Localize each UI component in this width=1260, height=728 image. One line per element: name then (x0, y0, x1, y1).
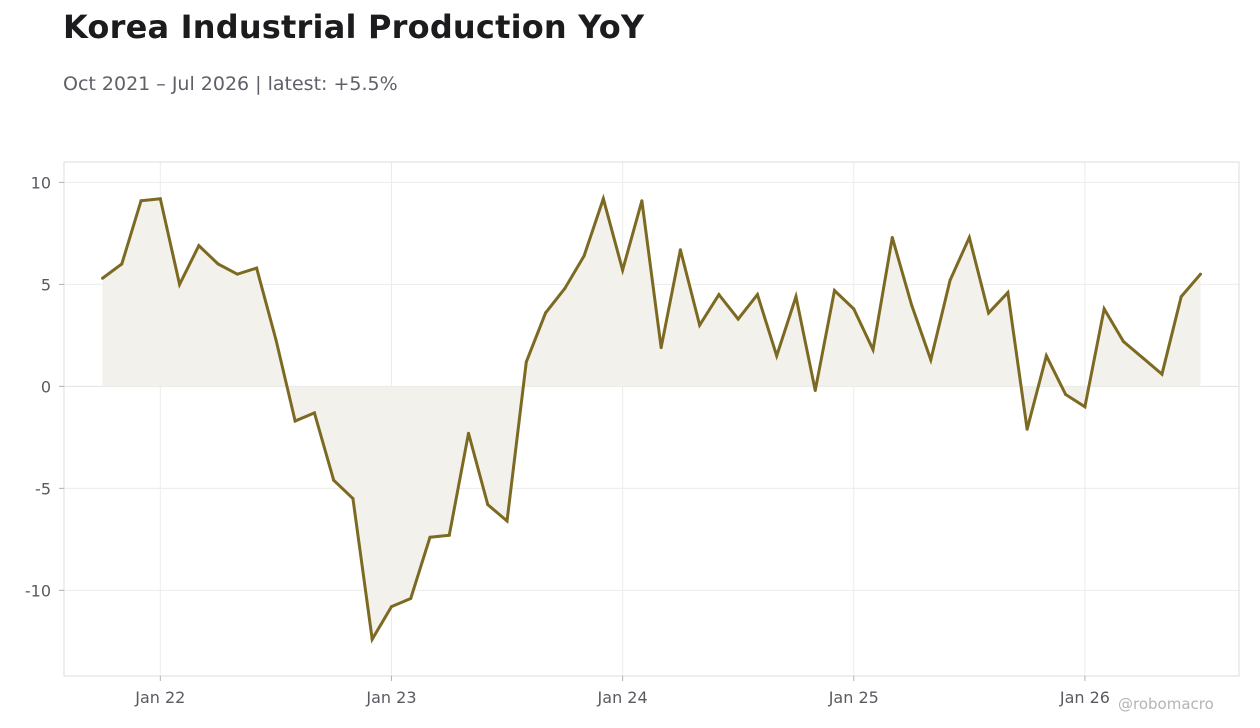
data-point (1121, 339, 1125, 343)
x-tick-label: Jan 25 (828, 688, 879, 707)
data-point (332, 478, 336, 482)
data-point (312, 411, 316, 415)
data-point (987, 311, 991, 315)
data-point (139, 199, 143, 203)
data-point (197, 244, 201, 248)
data-point (1160, 372, 1164, 376)
data-point (1064, 393, 1068, 397)
data-point (775, 354, 779, 358)
data-point (524, 360, 528, 364)
data-point (852, 307, 856, 311)
data-point (813, 388, 817, 392)
area-fill (102, 198, 1201, 640)
data-point (659, 346, 663, 350)
data-point (120, 262, 124, 266)
data-point (1025, 427, 1029, 431)
data-point (1198, 272, 1202, 276)
x-tick-label: Jan 24 (597, 688, 648, 707)
data-point (678, 248, 682, 252)
data-point (1179, 295, 1183, 299)
data-point (698, 323, 702, 327)
data-point (1083, 405, 1087, 409)
data-point (467, 431, 471, 435)
y-tick-label: 5 (41, 275, 51, 294)
x-tick-label: Jan 22 (134, 688, 185, 707)
data-points (101, 197, 1202, 641)
data-point (640, 199, 644, 203)
data-point (216, 262, 220, 266)
data-point (601, 197, 605, 201)
data-point (1006, 291, 1010, 295)
data-point (389, 605, 393, 609)
data-point (832, 289, 836, 292)
data-point (755, 293, 759, 297)
data-point (794, 295, 798, 299)
data-point (178, 282, 182, 286)
data-point (890, 235, 894, 239)
data-point (428, 535, 432, 539)
data-point (235, 272, 239, 276)
data-point (255, 266, 259, 270)
data-point (563, 286, 567, 290)
data-point (486, 503, 490, 507)
data-point (409, 596, 413, 600)
data-point (871, 348, 875, 352)
chart-subtitle: Oct 2021 – Jul 2026 | latest: +5.5% (63, 73, 398, 95)
plot-frame (63, 161, 1240, 677)
data-point (158, 197, 162, 201)
y-tick-label: -5 (35, 479, 51, 498)
data-point (948, 278, 952, 282)
data-point (582, 254, 586, 258)
x-axis-ticks: Jan 22 Jan 23 Jan 24 Jan 25 Jan 26 (134, 676, 1110, 707)
y-tick-label: 10 (31, 173, 51, 192)
grid-layer (64, 162, 1239, 676)
data-point (101, 276, 105, 280)
data-point (505, 519, 509, 523)
watermark: @robomacro (1118, 695, 1214, 713)
data-point (910, 303, 914, 307)
data-point (274, 337, 278, 341)
data-point (447, 533, 451, 537)
chart-title: Korea Industrial Production YoY (63, 8, 645, 46)
data-point (967, 235, 971, 239)
data-point (370, 637, 374, 641)
data-point (1102, 307, 1106, 311)
y-axis-ticks: 10 5 0 -5 -10 (25, 173, 64, 600)
data-point (621, 268, 625, 272)
series-line (101, 193, 1202, 644)
y-tick-label: 0 (41, 377, 51, 396)
data-point (717, 293, 721, 297)
data-point (544, 311, 548, 315)
y-tick-label: -10 (25, 581, 51, 600)
data-point (293, 419, 297, 423)
data-point (1141, 356, 1145, 360)
data-point (736, 317, 740, 321)
data-point (929, 358, 933, 362)
x-tick-label: Jan 23 (365, 688, 416, 707)
data-point (1044, 354, 1048, 358)
data-point (351, 497, 355, 501)
x-tick-label: Jan 26 (1059, 688, 1110, 707)
